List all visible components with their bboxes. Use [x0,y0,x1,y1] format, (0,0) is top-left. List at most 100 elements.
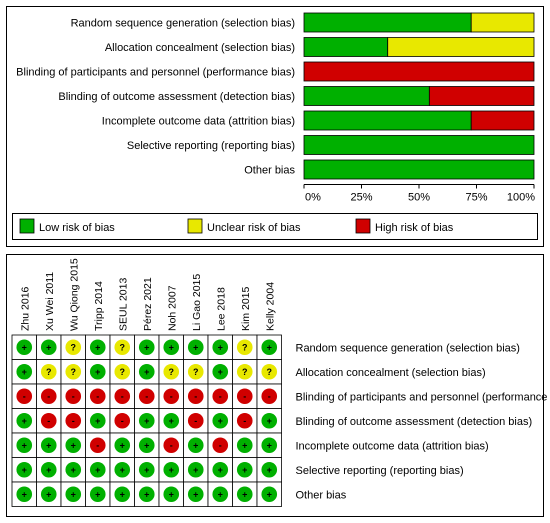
judgement-dot [163,437,180,454]
judgement-symbol: + [144,465,149,475]
judgement-dot [114,461,131,478]
judgement-symbol: - [219,391,222,401]
study-label: Kelly 2004 [264,282,276,331]
judgement-symbol: ? [120,342,126,352]
judgement-symbol: ? [242,342,248,352]
judgement-symbol: - [121,416,124,426]
judgement-dot [138,388,155,405]
judgement-dot [261,412,278,429]
legend-swatch [187,218,203,234]
judgement-dot [65,412,82,429]
judgement-dot [261,437,278,454]
judgement-dot [236,363,253,380]
judgement-symbol: - [170,440,173,450]
judgement-symbol: + [22,342,27,352]
judgement-dot [212,486,229,503]
domain-label: Allocation concealment (selection bias) [105,42,295,54]
domain-label: Other bias [244,165,295,177]
judgement-dot [89,339,106,356]
judgement-dot [65,461,82,478]
domain-label: Selective reporting (reporting bias) [127,140,295,152]
judgement-symbol: + [22,465,27,475]
judgement-symbol: + [267,416,272,426]
judgement-symbol: + [95,367,100,377]
judgement-dot [212,339,229,356]
judgement-dot [16,461,33,478]
judgement-dot [187,486,204,503]
domain-label: Other bias [296,489,347,501]
judgement-symbol: + [242,440,247,450]
judgement-dot [114,388,131,405]
judgement-symbol: - [194,391,197,401]
judgement-symbol: + [144,489,149,499]
judgement-symbol: + [218,465,223,475]
judgement-symbol: - [96,391,99,401]
judgement-dot [138,412,155,429]
judgement-dot [212,363,229,380]
study-label: Li Gao 2015 [191,274,203,331]
judgement-dot [114,486,131,503]
judgement-symbol: + [22,416,27,426]
judgement-symbol: + [169,342,174,352]
judgement-dot [163,388,180,405]
judgement-symbol: + [169,465,174,475]
judgement-symbol: + [22,367,27,377]
judgement-symbol: ? [169,367,175,377]
judgement-symbol: + [22,489,27,499]
judgement-dot [138,461,155,478]
domain-label: Blinding of outcome assessment (detectio… [58,91,295,103]
judgement-symbol: + [95,465,100,475]
judgement-symbol: + [267,440,272,450]
judgement-symbol: + [193,342,198,352]
judgement-dot [114,363,131,380]
legend-swatch [19,218,35,234]
judgement-symbol: + [267,465,272,475]
judgement-dot [236,461,253,478]
judgement-symbol: + [218,489,223,499]
judgement-dot [89,437,106,454]
judgement-symbol: + [218,416,223,426]
study-label: Kim 2015 [240,286,252,331]
judgement-symbol: + [95,342,100,352]
x-tick-label: 100% [507,192,535,204]
judgement-symbol: ? [193,367,199,377]
judgement-symbol: + [46,465,51,475]
judgement-symbol: + [120,465,125,475]
legend-box [12,213,538,240]
judgement-symbol: + [46,489,51,499]
judgement-dot [236,339,253,356]
judgement-dot [187,412,204,429]
study-label: Zhu 2016 [19,286,31,331]
judgement-symbol: ? [267,367,273,377]
x-tick-label: 25% [350,192,372,204]
judgement-dot [187,437,204,454]
judgement-dot [261,461,278,478]
bar-segment-low [303,135,535,155]
risk-of-bias-summary-chart: Random sequence generation (selection bi… [6,6,544,247]
judgement-symbol: ? [242,367,248,377]
judgement-dot [114,339,131,356]
judgement-symbol: - [72,416,75,426]
judgement-symbol: - [243,416,246,426]
judgement-dot [89,412,106,429]
judgement-dot [40,461,57,478]
judgement-symbol: + [95,489,100,499]
judgement-dot [212,388,229,405]
judgement-symbol: + [71,440,76,450]
legend-label: Low risk of bias [39,222,115,234]
judgement-symbol: - [170,391,173,401]
judgement-symbol: + [193,489,198,499]
judgement-symbol: + [46,440,51,450]
grid-cell [36,481,62,507]
judgement-symbol: + [144,342,149,352]
judgement-dot [212,412,229,429]
judgement-dot [114,412,131,429]
judgement-dot [89,363,106,380]
judgement-dot [187,388,204,405]
judgement-dot [40,363,57,380]
judgement-dot [65,339,82,356]
domain-label: Incomplete outcome data (attrition bias) [296,440,489,452]
judgement-dot [163,412,180,429]
judgement-dot [187,363,204,380]
